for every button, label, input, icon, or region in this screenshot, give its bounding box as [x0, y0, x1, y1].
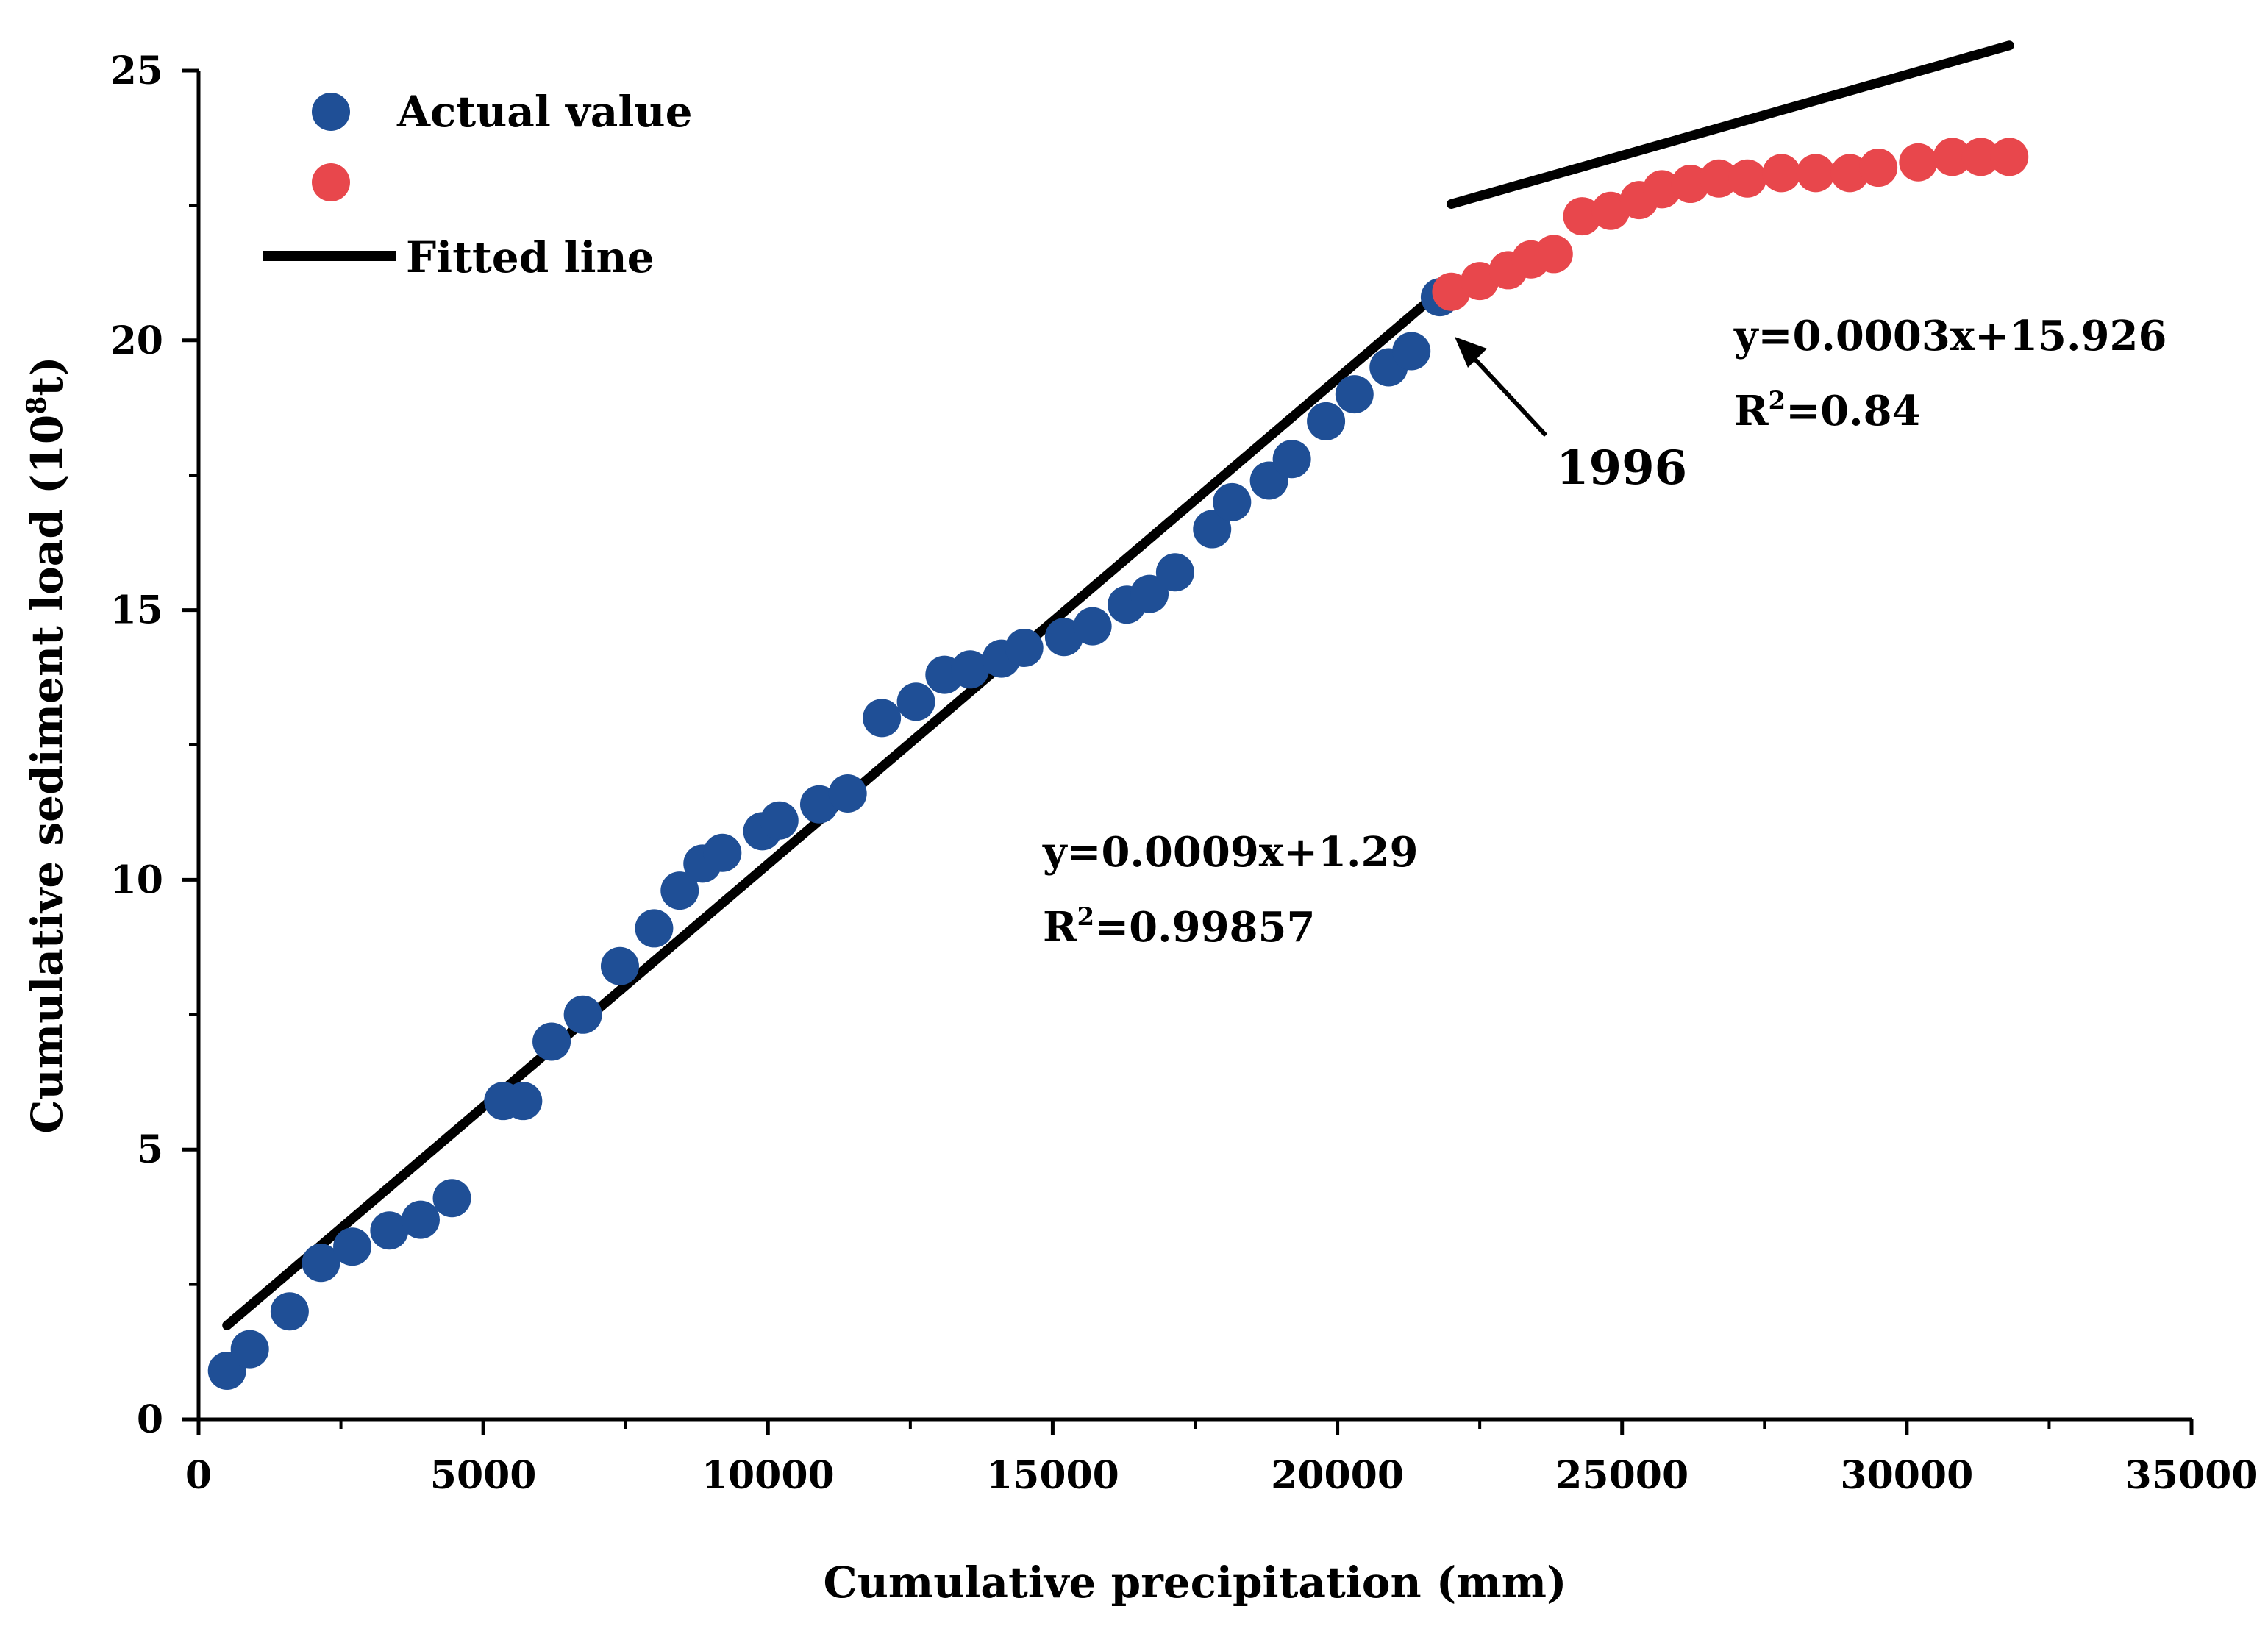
actual-value-point	[370, 1211, 409, 1250]
actual-value-point	[1272, 440, 1311, 479]
actual-value-point	[951, 650, 990, 689]
fit2-r-squared-value: =0.84	[1786, 387, 1920, 435]
x-tick-label: 30000	[1840, 1453, 1973, 1498]
fit2-r-squared: R2=0.84	[1734, 386, 1921, 435]
post-1996-point	[1563, 197, 1602, 236]
fit2-r-squared-superscript: 2	[1769, 386, 1786, 415]
y-tick-label: 5	[137, 1127, 163, 1172]
actual-value-point	[532, 1022, 571, 1061]
x-tick-label: 10000	[702, 1453, 835, 1498]
x-tick-label: 15000	[986, 1453, 1119, 1498]
actual-value-point	[401, 1200, 440, 1239]
y-tick-label: 20	[110, 318, 163, 363]
y-tick-label: 0	[137, 1397, 163, 1442]
actual-value-point	[660, 871, 699, 910]
y-axis-title-tail: t)	[22, 356, 72, 396]
y-axis-title-superscript: 8	[21, 396, 52, 415]
fit1-r-squared-superscript: 2	[1077, 902, 1095, 932]
legend: Actual value Fitted line	[263, 87, 692, 282]
actual-value-point	[1130, 574, 1169, 613]
post-1996-point	[1859, 149, 1898, 188]
actual-value-point	[828, 774, 867, 813]
post-1996-point	[1990, 138, 2029, 176]
post-1996-point	[1671, 165, 1710, 204]
actual-value-point	[1155, 553, 1194, 592]
legend-post-marker	[312, 163, 350, 201]
y-tick-label: 15	[110, 588, 163, 633]
y-tick-label: 10	[110, 857, 163, 902]
actual-value-point	[563, 995, 602, 1034]
post-1996-point	[1700, 159, 1739, 198]
actual-value-point	[302, 1244, 340, 1283]
x-tick-label: 5000	[430, 1453, 537, 1498]
ticks-layer: 0 5000 10000 15000 20000 25000 30000 35000 0 5 10 1…	[110, 49, 2258, 1498]
actual-value-point	[1193, 510, 1232, 549]
x-tick-label: 0	[185, 1453, 212, 1498]
post-1996-point	[1899, 143, 1938, 182]
fit1-r-squared-main: R	[1043, 903, 1077, 952]
y-tick-label: 25	[110, 49, 163, 93]
actual-value-point	[230, 1330, 269, 1369]
x-axis-title: Cumulative precipitation (mm)	[824, 1558, 1567, 1608]
post-1996-point	[1728, 159, 1767, 198]
post-1996-point	[1830, 154, 1869, 193]
y-axis-title: Cumulative sediment load (108t)	[21, 356, 72, 1133]
breakpoint-arrow-head	[1455, 337, 1487, 368]
points-layer	[207, 138, 2029, 1390]
post-1996-point	[1534, 235, 1573, 274]
fit2-r-squared-main: R	[1734, 387, 1769, 435]
post-1996-point	[1933, 138, 1972, 176]
post-1996-point	[1796, 154, 1835, 193]
post-1996-point	[1642, 170, 1681, 209]
actual-value-point	[600, 946, 639, 985]
actual-value-point	[504, 1082, 543, 1121]
fit1-equation: y=0.0009x+1.29	[1042, 828, 1418, 877]
actual-value-point	[635, 909, 674, 948]
legend-actual-label: Actual value	[396, 87, 692, 137]
actual-value-point	[1213, 482, 1252, 521]
actual-value-point	[1307, 402, 1346, 440]
actual-value-point	[1073, 607, 1112, 646]
actual-value-point	[1005, 628, 1044, 667]
fit1-r-squared: R2=0.99857	[1043, 902, 1315, 952]
actual-value-point	[1335, 375, 1374, 414]
legend-fitted-label: Fitted line	[406, 232, 655, 282]
fit1-r-squared-value: =0.99857	[1094, 903, 1315, 952]
fit-post-1996-line	[1446, 40, 2014, 209]
x-tick-label: 25000	[1555, 1453, 1688, 1498]
breakpoint-arrow	[1466, 349, 1548, 438]
x-tick-label: 20000	[1271, 1453, 1404, 1498]
actual-value-point	[1392, 332, 1431, 371]
actual-value-point	[703, 833, 742, 872]
legend-actual-marker	[312, 93, 350, 131]
annotations: y=0.0009x+1.29 R2=0.99857 y=0.0003x+15.9…	[1042, 312, 2167, 952]
fit2-equation: y=0.0003x+15.926	[1733, 312, 2167, 360]
actual-value-point	[863, 699, 902, 738]
actual-value-point	[333, 1227, 372, 1266]
post-1996-point	[1961, 138, 2000, 176]
x-tick-label: 35000	[2125, 1453, 2258, 1498]
actual-value-point	[760, 801, 799, 840]
actual-value-point	[270, 1292, 309, 1331]
post-1996-point	[1762, 154, 1801, 193]
breakpoint-year-label: 1996	[1556, 440, 1687, 496]
actual-value-point	[896, 682, 935, 721]
actual-value-point	[432, 1179, 471, 1218]
y-axis-title-main: Cumulative sediment load (10	[22, 415, 72, 1134]
